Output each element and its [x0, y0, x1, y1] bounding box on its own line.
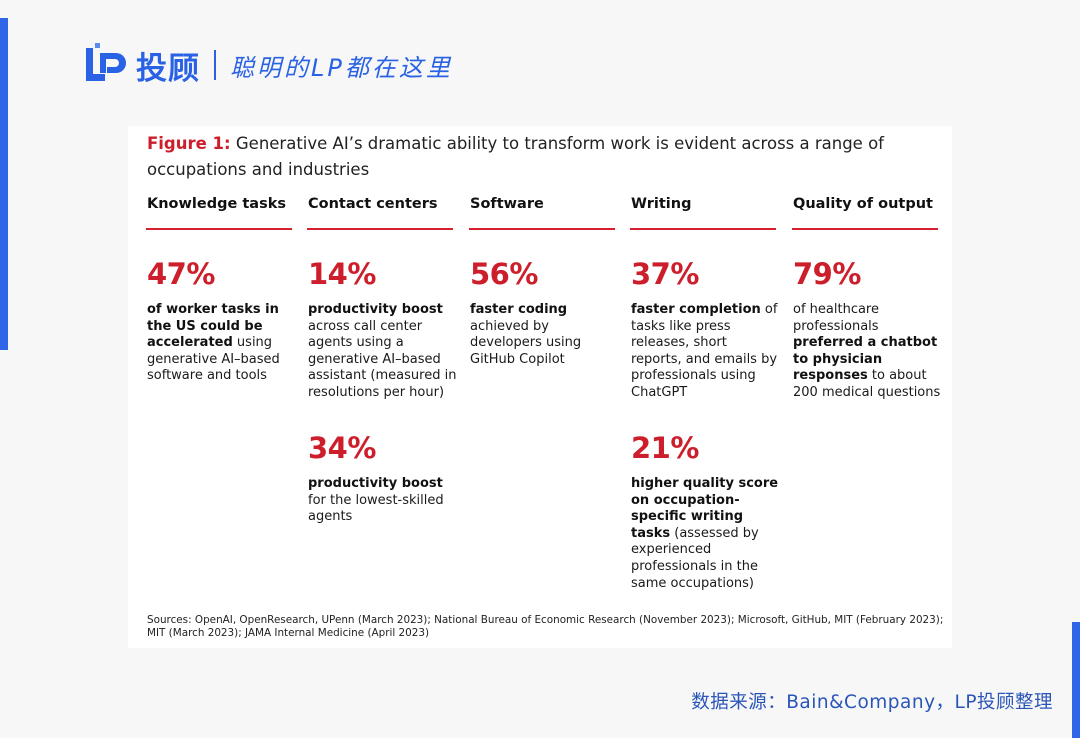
column-knowledge-tasks: Knowledge tasks 47% of worker tasks in t…: [146, 192, 293, 383]
column-divider: [630, 228, 776, 230]
column-divider: [469, 228, 615, 230]
stat-block: 56% faster coding achieved by developers…: [470, 256, 620, 368]
stat-block: 14% productivity boost across call cente…: [308, 256, 458, 402]
brand-slogan: 聪明的LP都在这里: [230, 53, 453, 82]
stat-description-emphasis: faster completion: [631, 302, 761, 317]
stat-value: 34%: [308, 431, 376, 465]
column-header: Contact centers: [308, 196, 438, 212]
stat-description-text: of healthcare professionals: [793, 302, 879, 334]
stat-description: higher quality score on occupation-speci…: [631, 476, 781, 592]
stat-block: 34% productivity boost for the lowest-sk…: [308, 430, 458, 526]
stat-block: 37% faster completion of tasks like pres…: [631, 256, 781, 402]
stat-description: of healthcare professionals preferred a …: [793, 302, 943, 402]
column-quality-of-output: Quality of output 79% of healthcare prof…: [792, 192, 940, 400]
brand-name: 投顾: [136, 50, 200, 87]
stat-value: 14%: [308, 257, 376, 291]
stat-block: 47% of worker tasks in the US could be a…: [147, 256, 297, 385]
column-contact-centers: Contact centers 14% productivity boost a…: [307, 192, 456, 524]
brand-divider: [214, 50, 216, 80]
brand-header: 投顾 聪明的LP都在这里: [84, 42, 453, 88]
stat-description-emphasis: faster coding: [470, 302, 568, 317]
stat-description-emphasis: preferred a chatbot to physician respons…: [793, 335, 938, 384]
column-writing: Writing 37% faster completion of tasks l…: [630, 192, 778, 591]
stat-description-emphasis: higher quality score on occupation-speci…: [631, 476, 779, 541]
stat-description: of worker tasks in the US could be accel…: [147, 302, 297, 385]
column-divider: [146, 228, 292, 230]
figure-title: Figure 1: Generative AI’s dramatic abili…: [147, 131, 942, 183]
column-divider: [307, 228, 453, 230]
figure-title-text: Generative AI’s dramatic ability to tran…: [147, 134, 884, 179]
stat-value: 47%: [147, 257, 215, 291]
stat-description-emphasis: productivity boost: [308, 476, 443, 491]
column-header: Software: [470, 196, 544, 212]
sources-note: Sources: OpenAI, OpenResearch, UPenn (Ma…: [147, 614, 944, 640]
stat-value: 56%: [470, 257, 538, 291]
footer-credit: 数据来源：Bain&Company，LP投顾整理: [691, 692, 1053, 713]
stat-description-text: achieved by developers using GitHub Copi…: [470, 318, 582, 367]
column-software: Software 56% faster coding achieved by d…: [469, 192, 616, 367]
stat-description: productivity boost across call center ag…: [308, 302, 458, 402]
left-accent-bar: [0, 18, 8, 350]
stat-description: faster completion of tasks like press re…: [631, 302, 781, 402]
stat-description-emphasis: of worker tasks in the US could be accel…: [147, 302, 279, 351]
figure-label: Figure 1:: [147, 134, 231, 153]
column-header: Writing: [631, 196, 692, 212]
column-divider: [792, 228, 938, 230]
column-header: Quality of output: [793, 196, 933, 212]
stat-description-emphasis: productivity boost: [308, 302, 443, 317]
stat-description: faster coding achieved by developers usi…: [470, 302, 620, 368]
stat-description-text: of tasks like press releases, short repo…: [631, 302, 778, 400]
stat-value: 37%: [631, 257, 699, 291]
stat-block: 21% higher quality score on occupation-s…: [631, 430, 781, 592]
stat-description-text: (assessed by experienced professionals i…: [631, 525, 759, 591]
right-accent-bar: [1072, 622, 1080, 738]
column-header: Knowledge tasks: [147, 196, 286, 212]
stat-value: 21%: [631, 431, 699, 465]
stat-description-text: for the lowest-skilled agents: [308, 492, 444, 525]
figure-card: Figure 1: Generative AI’s dramatic abili…: [128, 126, 952, 648]
stat-description-text: using generative AI–based software and t…: [147, 335, 280, 384]
stat-description-text: across call center agents using a genera…: [308, 318, 457, 400]
stat-description: productivity boost for the lowest-skille…: [308, 476, 458, 526]
stat-block: 79% of healthcare professionals preferre…: [793, 256, 943, 402]
stat-value: 79%: [793, 257, 861, 291]
stat-description-text: to about 200 medical questions: [793, 368, 941, 400]
lp-logo-icon: [86, 43, 126, 81]
